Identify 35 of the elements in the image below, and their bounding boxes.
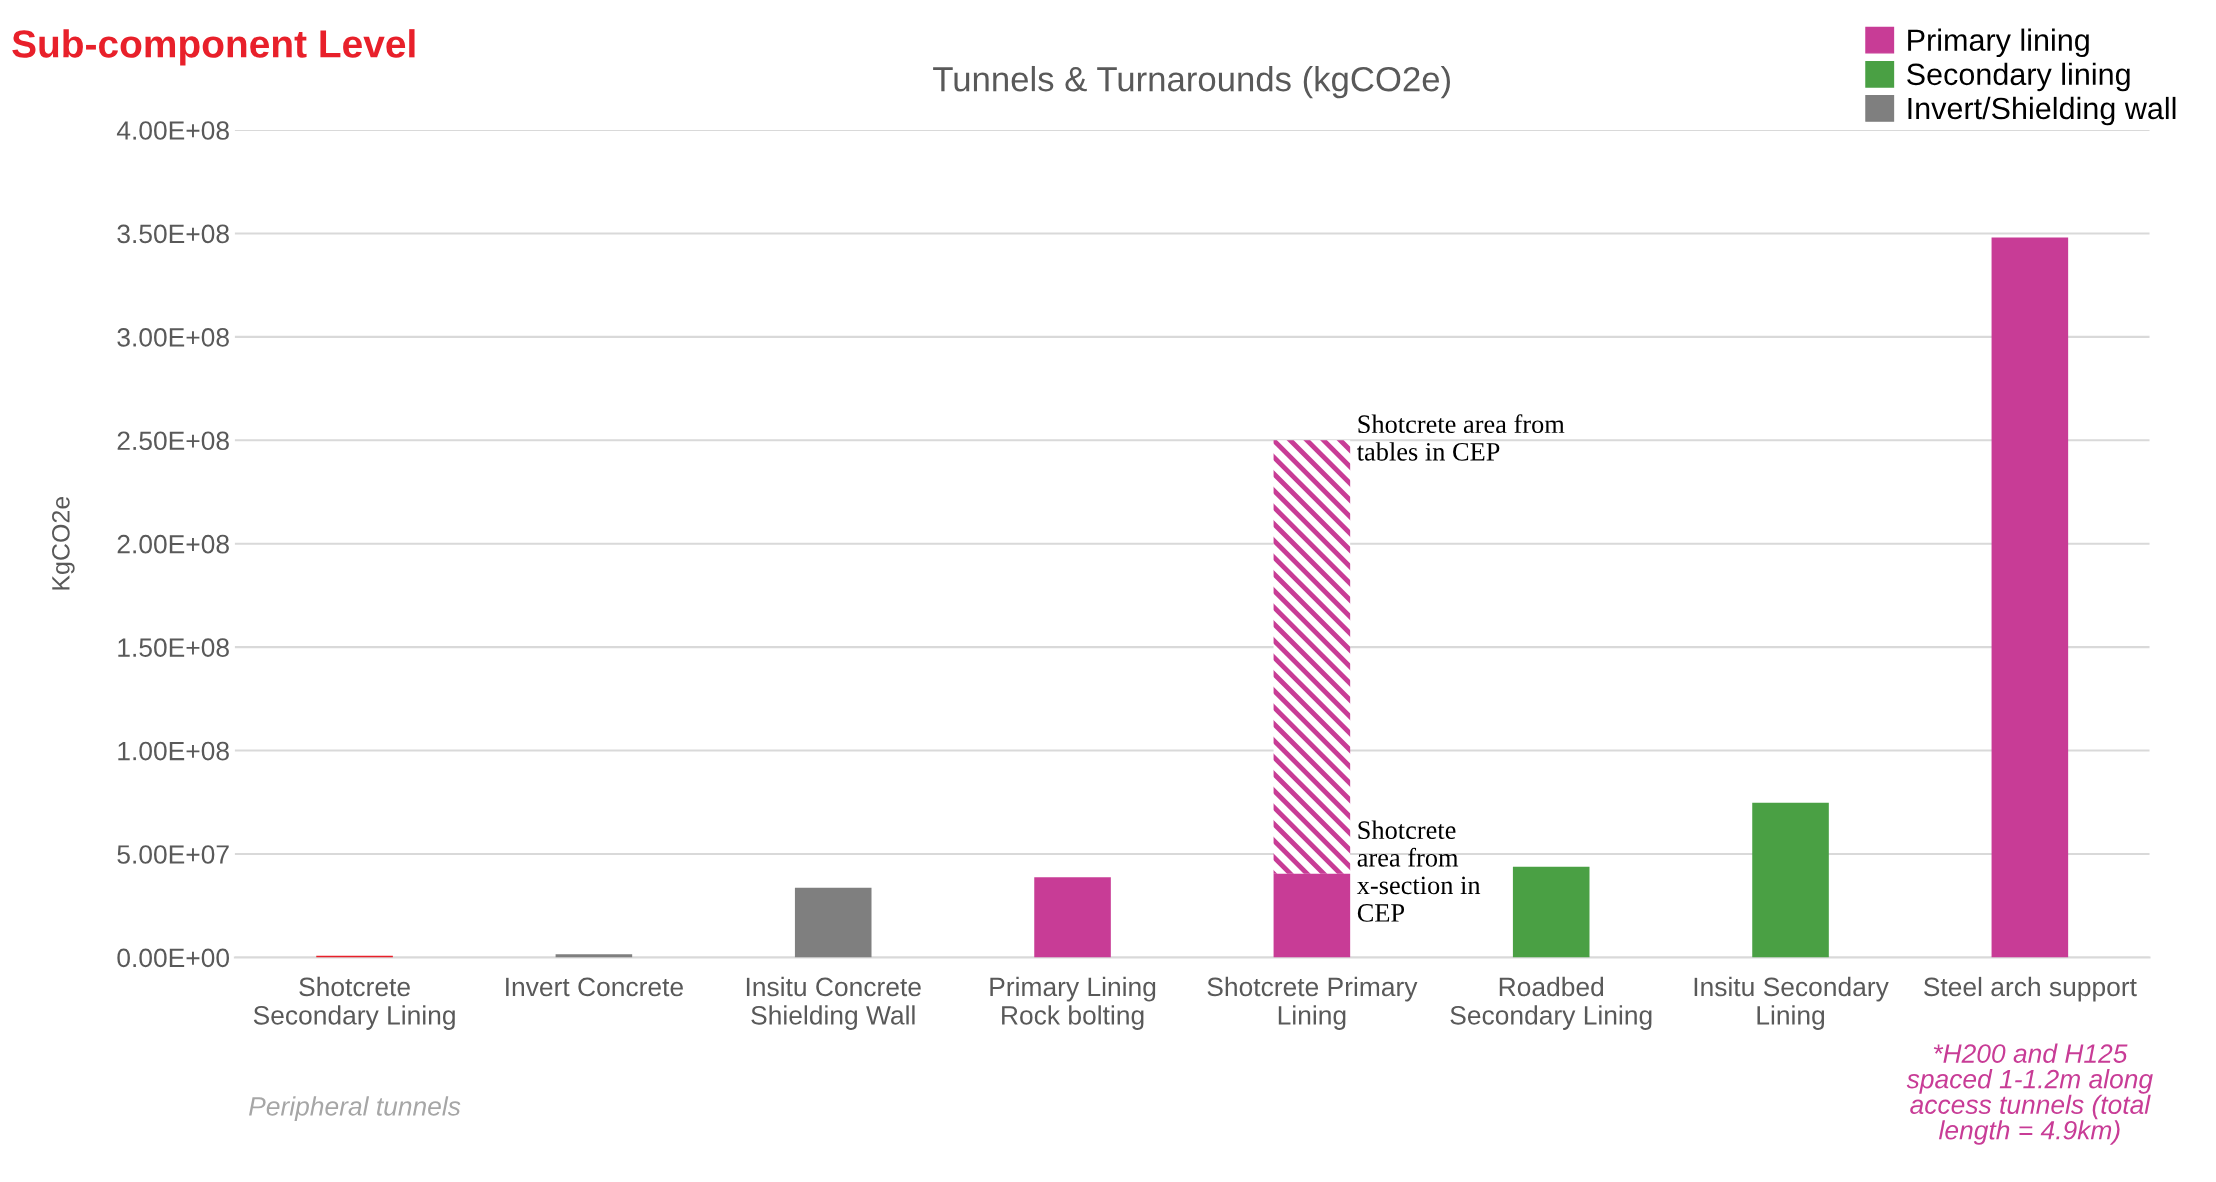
x-tick-label: Invert Concrete — [506, 977, 683, 997]
x-tick-label: Primary Lining Rock bolting — [990, 976, 1156, 1030]
bar — [1752, 802, 1829, 958]
x-tick-label: Insitu Secondary Lining — [1694, 976, 1889, 1030]
x-tick-label: Insitu Concrete Shielding Wall — [746, 976, 921, 1030]
bar — [1034, 877, 1111, 958]
x-tick-label: Steel arch support — [1923, 976, 2137, 1002]
bar — [1991, 237, 2069, 958]
annotation: Shotcrete area from x-section in CEP — [1356, 820, 1481, 922]
x-tick-label: Shotcrete Primary Lining — [1207, 976, 1418, 1030]
annotation: Shotcrete area from tables in CEP — [1356, 414, 1565, 461]
text: Sub-component Level — [12, 29, 415, 66]
bar — [1273, 873, 1351, 958]
chart-title: Tunnels & Turnarounds (kgCO2e) — [933, 65, 1450, 99]
y-tick-label: 4.00E+08 — [116, 121, 229, 140]
y-tick-label: 5.00E+07 — [117, 845, 229, 864]
text: *H200 and H125 spaced 1-1.2m along access tunnels (total length = 4.9km) — [1906, 1043, 2153, 1145]
text: Peripheral tunnels — [249, 1096, 461, 1121]
y-tick-label: 0.00E+00 — [117, 948, 230, 968]
x-tick-label: Shotcrete Secondary Lining — [253, 976, 455, 1030]
y-axis-title: KgCO2e — [52, 496, 75, 590]
y-tick-label: 1.50E+08 — [118, 638, 229, 657]
bar — [794, 887, 872, 958]
y-tick-label: 2.50E+08 — [117, 431, 229, 451]
y-tick-label: 2.00E+08 — [117, 534, 229, 554]
x-tick-label: Roadbed Secondary Lining — [1450, 976, 1652, 1030]
y-tick-label: 3.00E+08 — [117, 328, 229, 347]
bar — [1512, 866, 1590, 958]
legend-label: Primary lining — [1908, 28, 2089, 58]
bar — [1273, 440, 1351, 874]
y-tick-label: 3.50E+08 — [117, 224, 229, 244]
legend-label: Secondary lining — [1907, 62, 2130, 92]
y-tick-label: 1.00E+08 — [118, 741, 229, 761]
bar — [555, 954, 633, 958]
legend-label: Invert/Shielding wall — [1908, 96, 2176, 126]
